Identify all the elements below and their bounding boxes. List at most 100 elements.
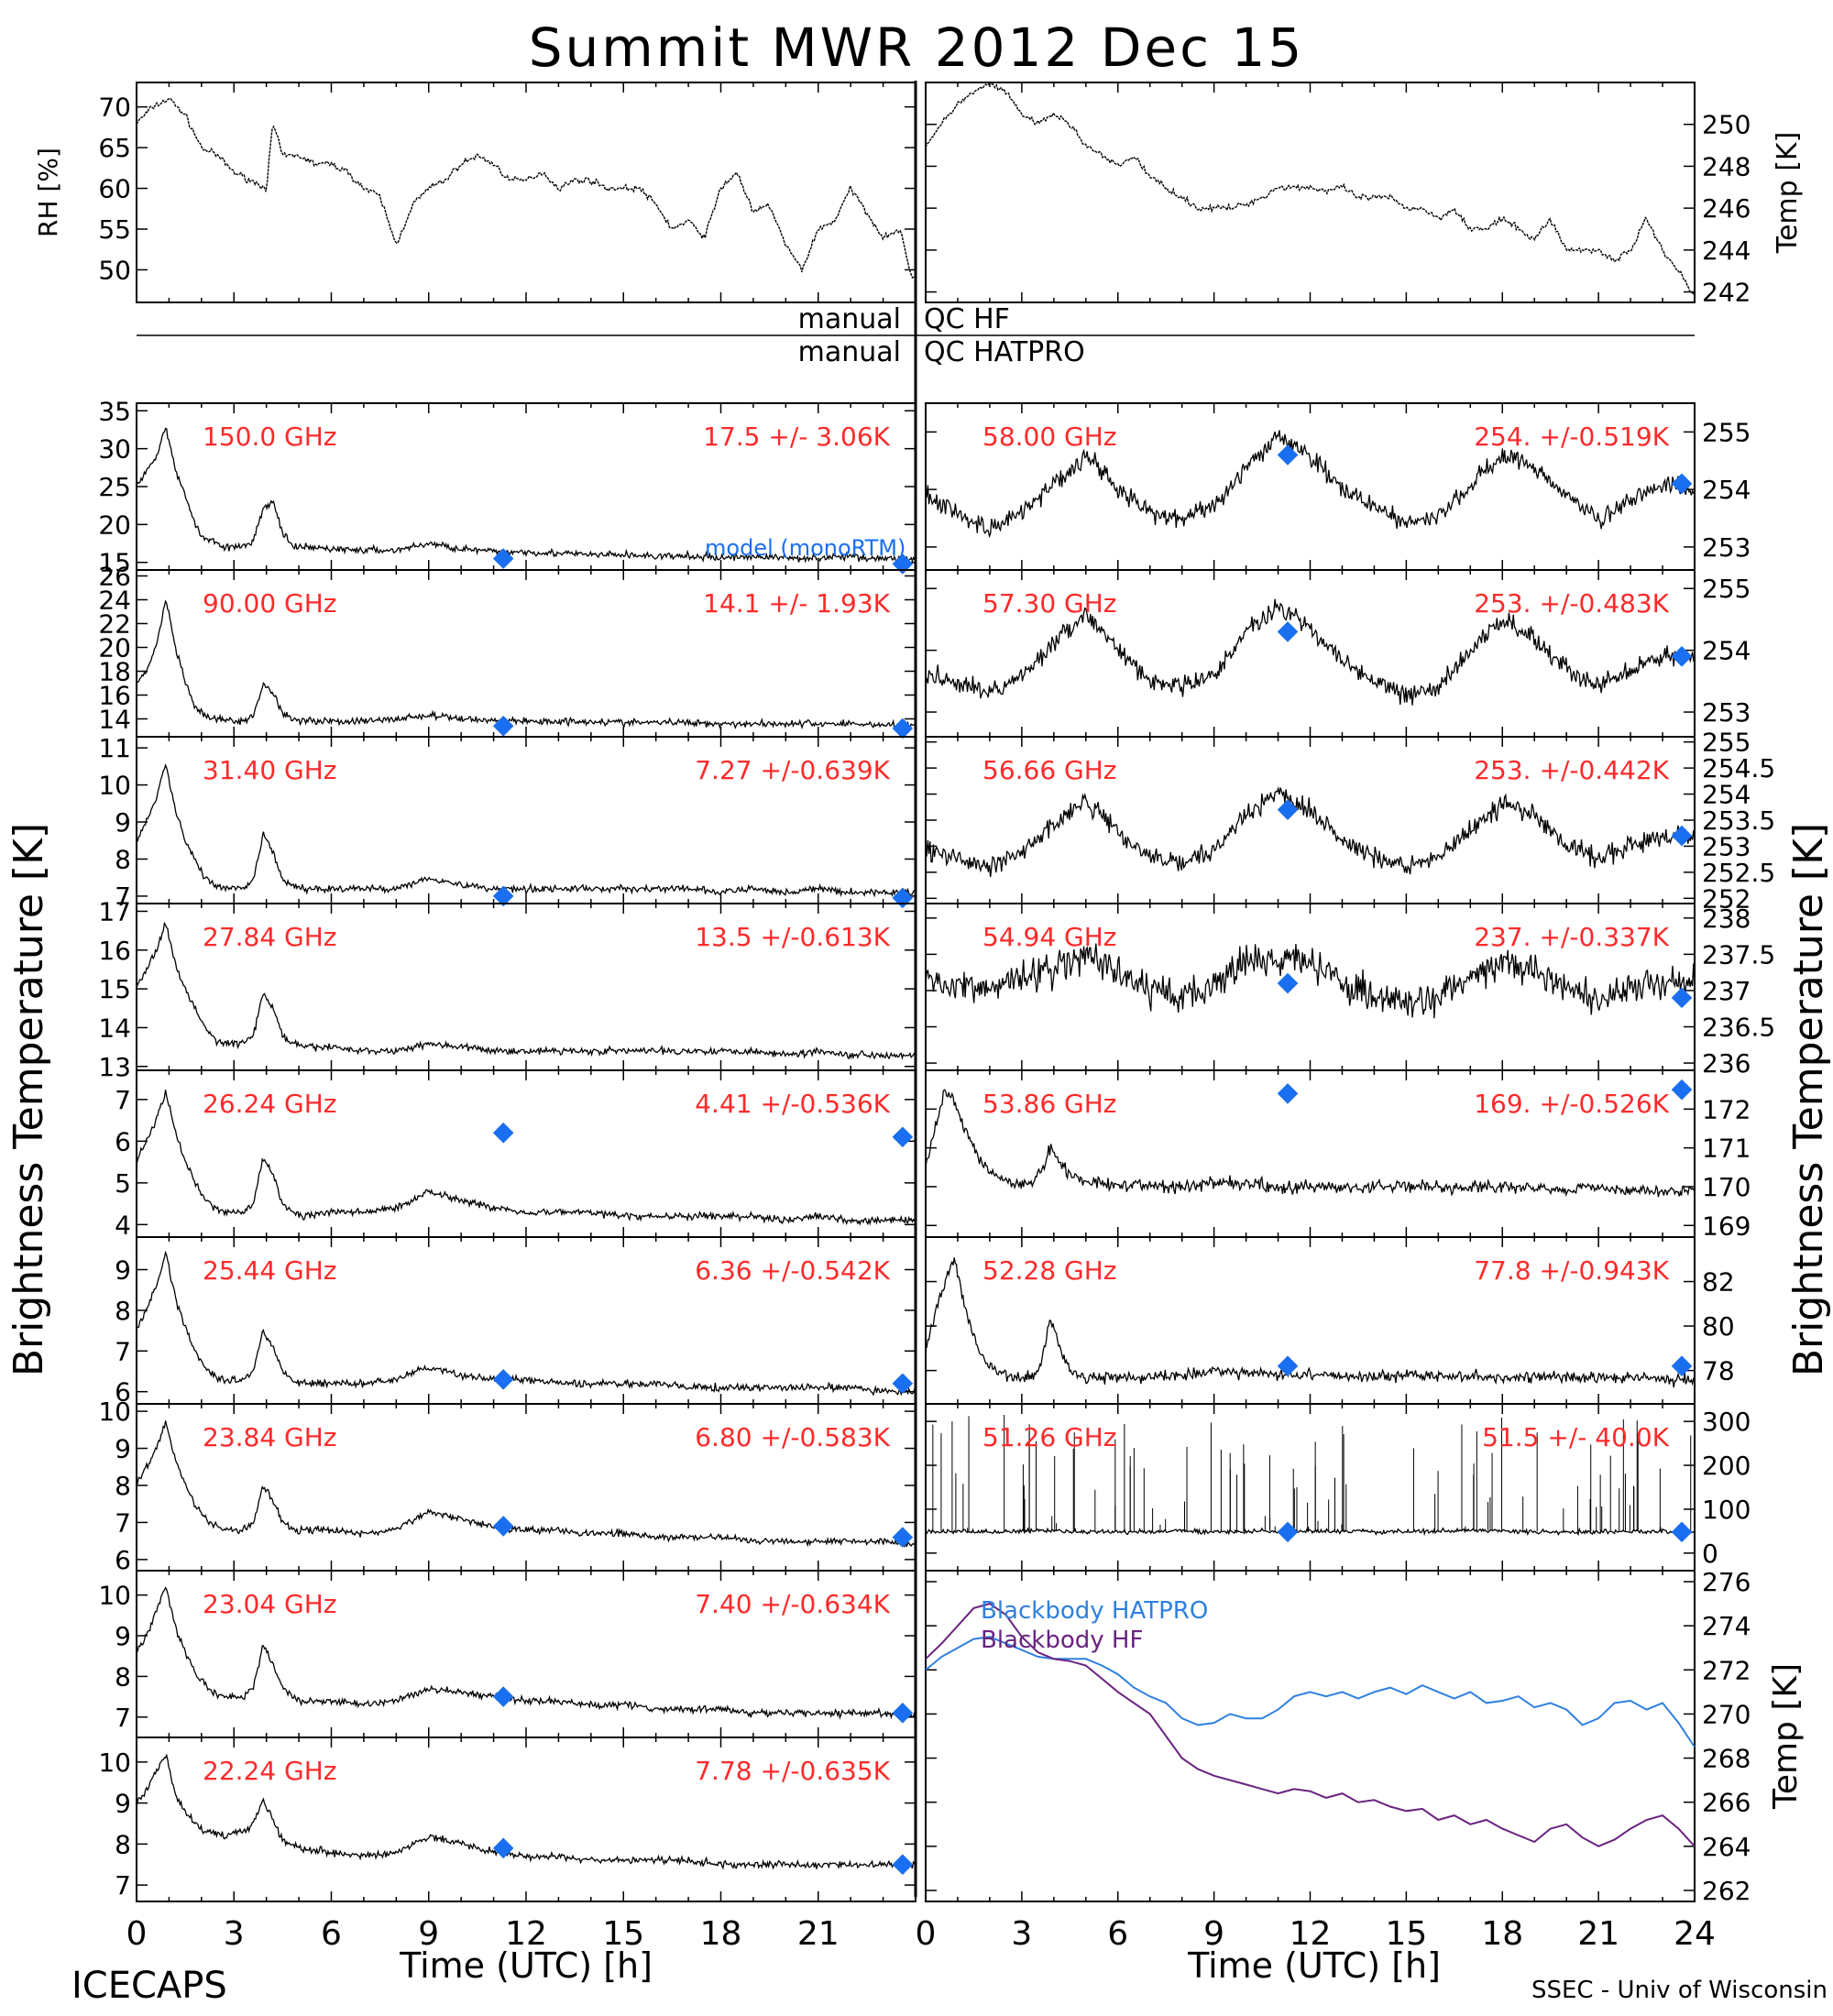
p-26-model-marker xyxy=(492,1122,514,1144)
p-23-84-series xyxy=(136,1420,916,1549)
p-53-ytick-label: 172 xyxy=(1702,1094,1751,1124)
p-23-84-ytick-label: 7 xyxy=(115,1507,131,1538)
p-53-model-marker xyxy=(1671,1079,1693,1101)
qc-label-hatpro: QC HATPRO xyxy=(924,336,1085,368)
p-51: 0 100 200 300 xyxy=(925,1403,1751,1572)
p-27-freq-label: 27.84 GHz xyxy=(203,922,337,952)
p-27-ytick-label: 15 xyxy=(98,974,131,1004)
rh-temp-row: 50 55 60 65 70 RH [%] 242 244 246 248 250 Temp [K] xyxy=(33,82,1804,308)
p-57-30-ytick-label: 253 xyxy=(1702,697,1751,728)
p-blackbody: 262 264 266 268 270 272 274 276 Temp [K] xyxy=(925,1567,1805,1906)
p-53: 169 170 171 172 xyxy=(925,1069,1751,1241)
x-axis-left-tick-label: 15 xyxy=(602,1915,644,1953)
p-rh-ytick-label: 60 xyxy=(98,174,131,204)
p-90-ytick-label: 14 xyxy=(98,705,131,735)
p-blackbody-ytick-label: 262 xyxy=(1702,1876,1751,1906)
p-90-model-marker xyxy=(892,718,914,740)
p-90-model-marker xyxy=(492,715,514,737)
p-51-model-marker xyxy=(1277,1521,1299,1543)
p-90-series xyxy=(136,599,916,729)
p-rh-ylabel: RH [%] xyxy=(33,148,63,237)
p-56-model-marker xyxy=(1671,825,1693,847)
p-rh-series xyxy=(136,98,916,279)
p-56-ytick-label: 252.5 xyxy=(1702,858,1775,888)
p-27-ytick-label: 16 xyxy=(98,936,131,966)
p-rh-ytick-label: 50 xyxy=(98,255,131,285)
p-52-freq-label: 52.28 GHz xyxy=(982,1255,1117,1286)
p-25-ytick-label: 8 xyxy=(115,1296,131,1326)
p-53-ytick-label: 170 xyxy=(1702,1172,1751,1202)
p-blackbody-ytick-label: 274 xyxy=(1702,1611,1751,1641)
y-axis-label-right: Brightness Temperature [K] xyxy=(1785,823,1832,1376)
p-52-stat-label: 77.8 +/-0.943K xyxy=(1474,1255,1669,1286)
p-53-freq-label: 53.86 GHz xyxy=(982,1089,1117,1119)
p-90-ytick-label: 16 xyxy=(98,681,131,711)
p-90-ytick-label: 18 xyxy=(98,657,131,687)
p-58-ytick-label: 253 xyxy=(1702,532,1751,563)
p-23-04-ytick-label: 10 xyxy=(98,1581,131,1611)
p-90-ytick-label: 26 xyxy=(98,562,131,592)
x-axis-right-tick-label: 12 xyxy=(1290,1915,1332,1953)
p-27-ytick-label: 17 xyxy=(98,896,131,926)
p-22-freq-label: 22.24 GHz xyxy=(203,1756,337,1786)
p-90-freq-label: 90.00 GHz xyxy=(203,588,337,619)
p-25-stat-label: 6.36 +/-0.542K xyxy=(695,1255,890,1286)
p-56-ytick-label: 255 xyxy=(1702,728,1751,758)
p-26-stat-label: 4.41 +/-0.536K xyxy=(695,1089,890,1119)
p-25-model-marker xyxy=(892,1373,914,1395)
x-axis-left-tick-label: 0 xyxy=(126,1915,148,1953)
p-23-04-stat-label: 7.40 +/-0.634K xyxy=(695,1589,890,1619)
p-54-series xyxy=(925,943,1696,1019)
x-axis-right-tick-label: 15 xyxy=(1385,1915,1427,1953)
p-23-84-ytick-label: 8 xyxy=(115,1471,131,1501)
p-58-stat-label: 254. +/-0.519K xyxy=(1474,422,1669,452)
p-rh-ytick-label: 70 xyxy=(98,93,131,123)
p-blackbody-ytick-label: 264 xyxy=(1702,1832,1751,1862)
p-23-04-model-marker xyxy=(892,1703,914,1724)
p-blackbody-ytick-label: 268 xyxy=(1702,1744,1751,1774)
p-23-04-ytick-label: 9 xyxy=(115,1621,131,1651)
p-23-84-model-marker xyxy=(492,1516,514,1537)
p-temp-frame xyxy=(925,82,1696,303)
p-27-series xyxy=(136,921,916,1061)
p-58-series xyxy=(925,430,1696,538)
p-blackbody-series-1 xyxy=(925,1603,1696,1847)
figure-title: Summit MWR 2012 Dec 15 xyxy=(529,16,1305,79)
p-58-ytick-label: 255 xyxy=(1702,417,1751,447)
p-26-ytick-label: 6 xyxy=(115,1126,131,1156)
p-22-ytick-label: 7 xyxy=(115,1870,131,1901)
p-53-stat-label: 169. +/-0.526K xyxy=(1474,1089,1669,1119)
p-31-ytick-label: 10 xyxy=(98,771,131,801)
x-axis-right: 0 3 6 9 12 15 18 21 24 xyxy=(916,1915,1716,1953)
p-blackbody-ytick-label: 270 xyxy=(1702,1699,1751,1729)
channel-labels: 150.0 GHz 17.5 +/- 3.06K model (monoRTM) 90… xyxy=(203,422,1670,1786)
p-23-84-freq-label: 23.84 GHz xyxy=(203,1422,337,1452)
p-54-ytick-label: 236.5 xyxy=(1702,1013,1775,1043)
p-51-ytick-label: 200 xyxy=(1702,1451,1751,1481)
p-54-ytick-label: 237.5 xyxy=(1702,939,1775,970)
p-58-ytick-label: 254 xyxy=(1702,475,1751,505)
p-22-model-marker xyxy=(892,1854,914,1876)
p-58-model-marker xyxy=(1671,473,1693,495)
p-25-freq-label: 25.44 GHz xyxy=(203,1255,337,1286)
p-54-ytick-label: 237 xyxy=(1702,976,1751,1006)
p-90-ytick-label: 24 xyxy=(98,586,131,616)
p-25-ytick-label: 6 xyxy=(115,1377,131,1408)
x-axis-left-tick-label: 21 xyxy=(797,1915,840,1953)
qc-label-manual-hatpro: manual xyxy=(798,336,901,368)
p-56-ytick-label: 253.5 xyxy=(1702,805,1775,836)
p-54-model-marker xyxy=(1671,987,1693,1009)
p-150-model-marker xyxy=(492,548,514,569)
p-temp-ytick-label: 250 xyxy=(1702,110,1751,140)
p-53-series xyxy=(925,1089,1696,1198)
p-22-ytick-label: 9 xyxy=(115,1789,131,1819)
p-150-ytick-label: 25 xyxy=(98,472,131,502)
p-150-ytick-label: 15 xyxy=(98,548,131,578)
p-52-model-marker xyxy=(1277,1355,1299,1377)
p-58-freq-label: 58.00 GHz xyxy=(982,422,1117,452)
p-23-04-model-marker xyxy=(492,1686,514,1707)
p-51-series xyxy=(925,1526,1696,1537)
p-57-30-model-marker xyxy=(1671,646,1693,667)
footer-icecaps: ICECAPS xyxy=(71,1965,227,2007)
p-52-model-marker xyxy=(1671,1355,1693,1377)
